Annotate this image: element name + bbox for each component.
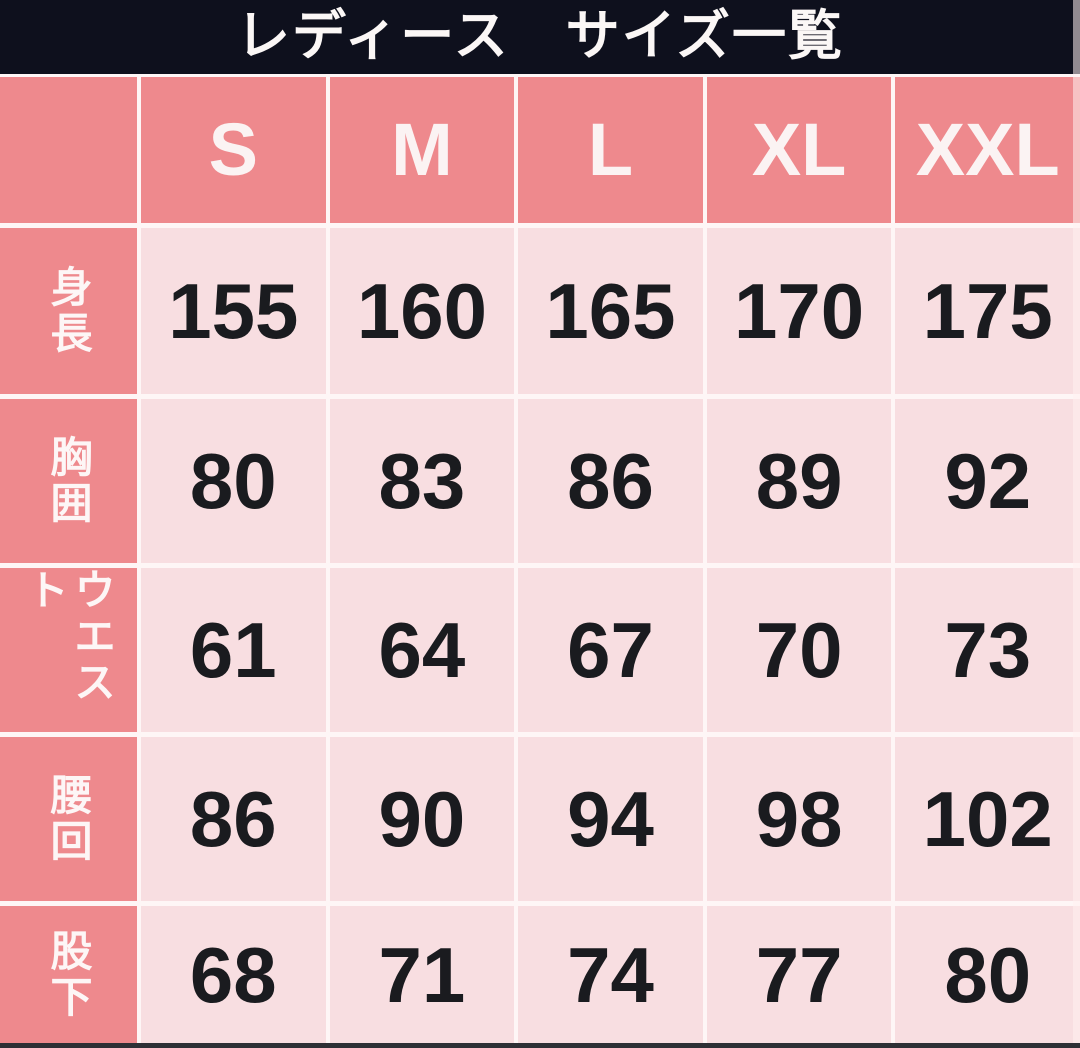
cell-waist-s: 61 [141, 568, 326, 732]
cell-inseam-s: 68 [141, 906, 326, 1043]
photo-edge-right [1073, 0, 1080, 1048]
corner-cell [0, 77, 137, 223]
cell-hip-m: 90 [329, 737, 515, 901]
cell-chest-s: 80 [141, 399, 326, 563]
cell-inseam-xl: 77 [706, 906, 892, 1043]
cell-chest-m: 83 [329, 399, 515, 563]
cell-chest-l: 86 [518, 399, 703, 563]
row-label-hip: 腰回 [0, 737, 137, 901]
cell-waist-m: 64 [329, 568, 515, 732]
size-table: S M L XL XXL 身長 155 160 165 170 175 胸囲 8… [0, 77, 1080, 1043]
row-label-waist: ウエスト [0, 568, 137, 732]
title-bar: レディース サイズ一覧 [0, 0, 1080, 77]
cell-inseam-l: 74 [518, 906, 703, 1043]
cell-chest-xxl: 92 [895, 399, 1080, 563]
cell-waist-l: 67 [518, 568, 703, 732]
cell-chest-xl: 89 [706, 399, 892, 563]
column-header-l: L [518, 77, 703, 223]
cell-height-xl: 170 [706, 228, 892, 394]
column-header-m: M [329, 77, 515, 223]
cell-hip-l: 94 [518, 737, 703, 901]
row-label-height: 身長 [0, 228, 137, 394]
cell-height-xxl: 175 [895, 228, 1080, 394]
cell-height-l: 165 [518, 228, 703, 394]
photo-edge-bottom [0, 1043, 1080, 1048]
cell-hip-xl: 98 [706, 737, 892, 901]
page-title: レディース サイズ一覧 [236, 6, 844, 66]
cell-inseam-xxl: 80 [895, 906, 1080, 1043]
column-header-xxl: XXL [895, 77, 1080, 223]
cell-waist-xxl: 73 [895, 568, 1080, 732]
column-header-s: S [141, 77, 326, 223]
cell-hip-s: 86 [141, 737, 326, 901]
cell-height-s: 155 [141, 228, 326, 394]
cell-waist-xl: 70 [706, 568, 892, 732]
row-label-chest: 胸囲 [0, 399, 137, 563]
cell-inseam-m: 71 [329, 906, 515, 1043]
cell-hip-xxl: 102 [895, 737, 1080, 901]
cell-height-m: 160 [329, 228, 515, 394]
row-label-inseam: 股下 [0, 906, 137, 1043]
column-header-xl: XL [706, 77, 892, 223]
